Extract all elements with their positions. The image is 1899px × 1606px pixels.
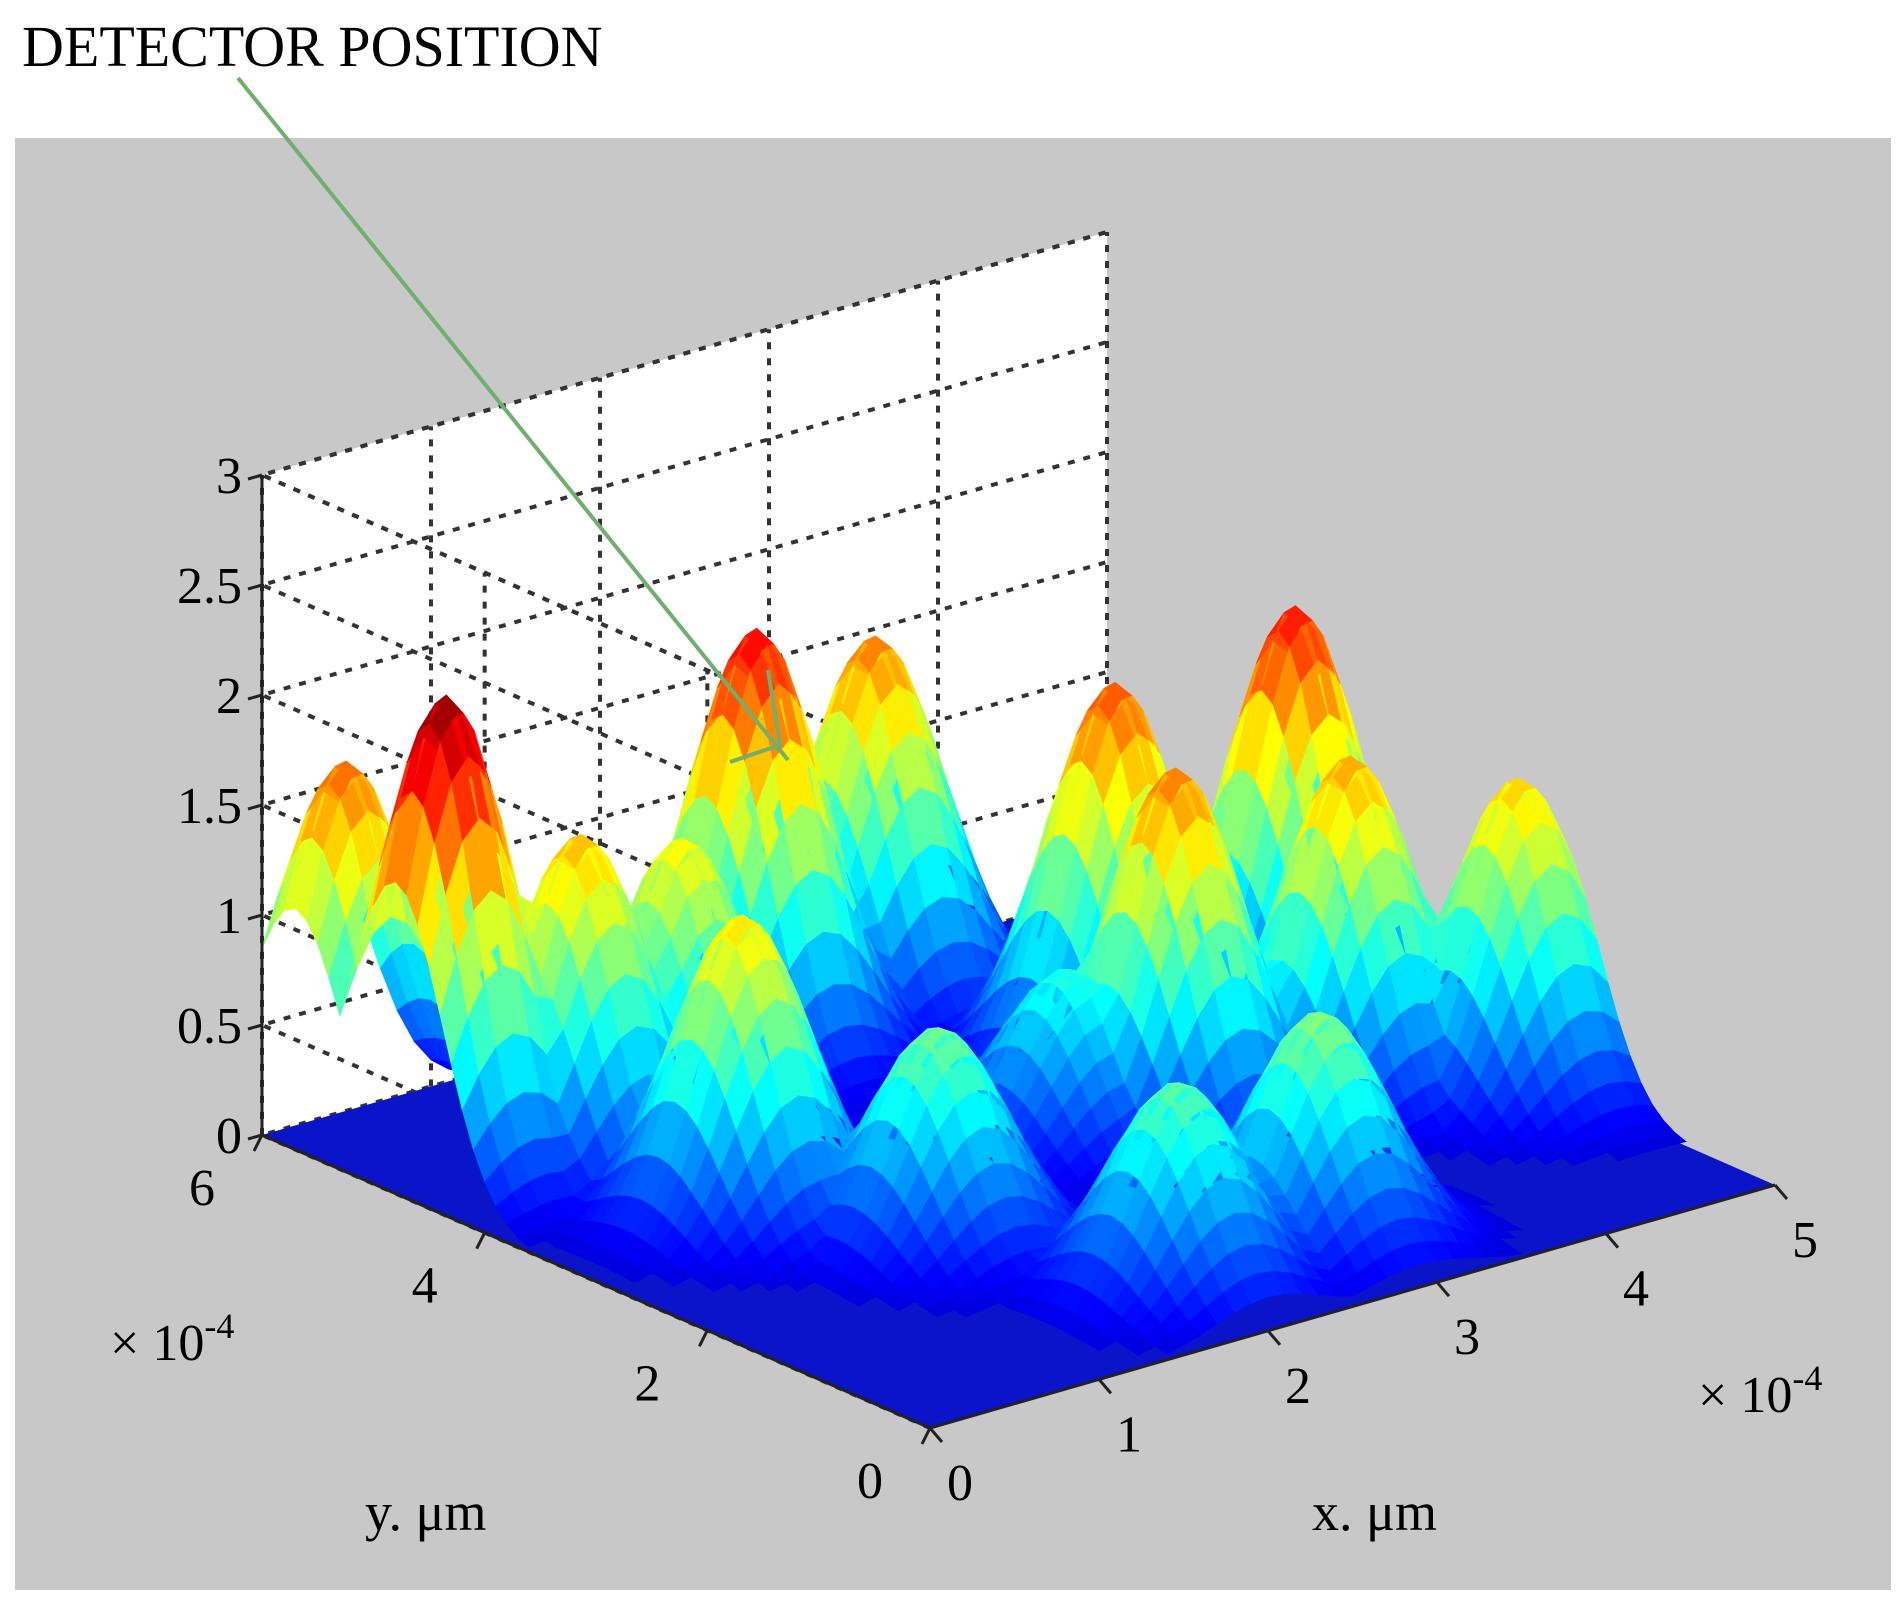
z-tick-mark [247, 803, 263, 811]
x-multiplier-exponent: -4 [1792, 1358, 1822, 1398]
z-tick-label-6: 3 [216, 448, 242, 505]
grid-top-edge [256, 230, 1108, 770]
x-axis-line [929, 1183, 1776, 1430]
surface-patch [1492, 1246, 1523, 1257]
x-tick-label-2: 2 [1285, 1358, 1311, 1415]
x-axis-label: x. μm [1312, 1482, 1437, 1542]
surface-patch [1466, 1198, 1495, 1206]
z-tick-mark [247, 913, 263, 921]
y-tick-mark [697, 1329, 709, 1348]
y-multiplier-label: × 10-4 [110, 1306, 234, 1372]
z-tick-label-5: 2.5 [177, 558, 242, 615]
z-tick-mark [247, 473, 263, 481]
z-tick-label-1: 0.5 [177, 998, 242, 1055]
y-axis-label: y. μm [365, 1482, 486, 1542]
y-tick-label-2: 4 [412, 1258, 438, 1315]
x-tick-label-4: 4 [1623, 1261, 1649, 1318]
x-tick-mark [1773, 1184, 1789, 1200]
y-tick-labels: 0 2 4 6 [189, 1160, 883, 1510]
z-tick-mark [247, 1023, 263, 1031]
surface-mesh [261, 605, 1687, 1356]
y-tick-label-0: 0 [857, 1453, 883, 1510]
y-tick-mark [252, 1134, 264, 1152]
x-tick-label-1: 1 [1116, 1406, 1142, 1463]
z-tick-label-0: 0 [216, 1108, 242, 1165]
z-tick-label-4: 2 [216, 668, 242, 725]
y-tick-label-1: 2 [634, 1355, 660, 1412]
x-tick-label-0: 0 [947, 1455, 973, 1512]
axes-lines [247, 473, 1789, 1445]
x-tick-mark [928, 1427, 944, 1443]
x-tick-labels: 0 1 2 3 4 5 [947, 1212, 1818, 1512]
x-tick-label-5: 5 [1792, 1212, 1818, 1269]
y-axis-line [261, 1133, 931, 1430]
y-multiplier-exponent: -4 [204, 1306, 234, 1346]
x-multiplier-label: × 10-4 [1698, 1358, 1822, 1424]
z-tick-mark [247, 583, 263, 591]
y-tick-label-3: 6 [189, 1160, 215, 1217]
z-tick-label-3: 1.5 [177, 778, 242, 835]
z-tick-mark [247, 693, 263, 701]
surface-patch [1492, 1222, 1524, 1232]
detector-position-annotation: DETECTOR POSITION [22, 14, 603, 79]
z-tick-labels: 0 0.5 1 1.5 2 2.5 3 [177, 448, 242, 1165]
y-tick-mark [920, 1427, 932, 1445]
x-tick-mark [1435, 1281, 1451, 1298]
y-tick-mark [475, 1231, 487, 1250]
x-tick-mark [1097, 1378, 1113, 1395]
z-tick-mark [247, 1133, 263, 1141]
z-tick-label-2: 1 [216, 888, 242, 945]
x-tick-mark [1604, 1232, 1620, 1249]
detector-arrow [236, 76, 790, 764]
x-tick-label-3: 3 [1454, 1309, 1480, 1366]
x-tick-mark [1266, 1329, 1282, 1346]
surface-patch [1657, 1132, 1687, 1147]
